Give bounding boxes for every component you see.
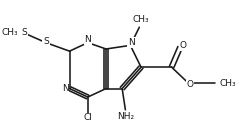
- Text: O: O: [180, 41, 187, 50]
- Text: N: N: [84, 35, 91, 44]
- Text: NH₂: NH₂: [117, 112, 134, 121]
- Text: CH₃: CH₃: [2, 28, 18, 37]
- Text: CH₃: CH₃: [220, 79, 237, 88]
- Text: O: O: [186, 80, 193, 89]
- Text: S: S: [43, 37, 49, 46]
- Text: N: N: [62, 84, 69, 93]
- Text: S: S: [22, 28, 27, 37]
- Text: N: N: [128, 38, 135, 47]
- Text: CH₃: CH₃: [132, 15, 149, 25]
- Text: Cl: Cl: [83, 113, 92, 122]
